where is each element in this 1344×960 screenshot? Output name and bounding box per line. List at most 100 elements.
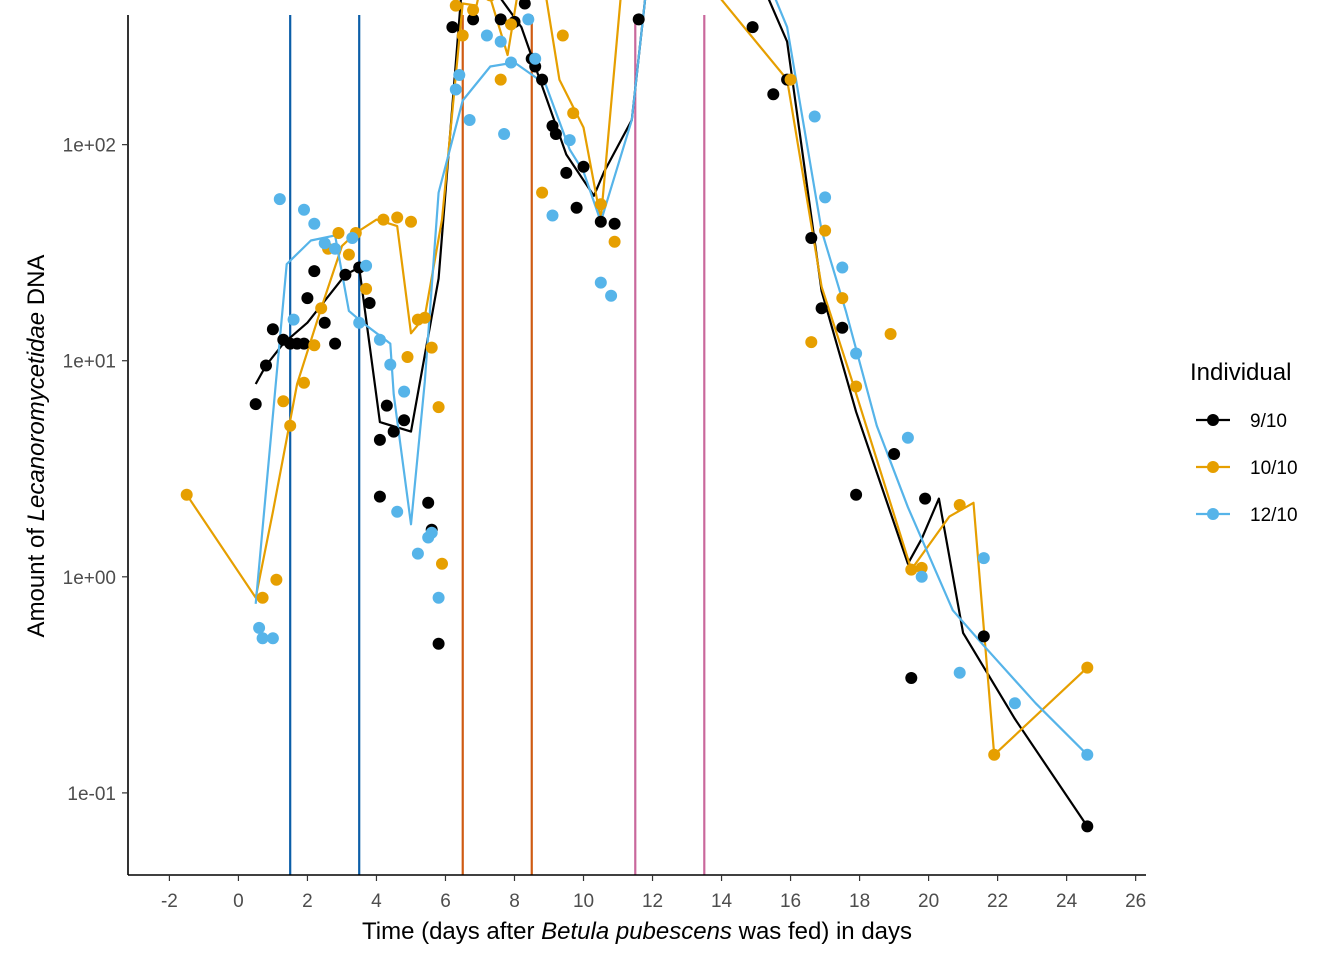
series-line-1 [185,0,1089,756]
data-point [308,217,321,230]
x-tick-label: 12 [642,891,663,912]
data-point [308,265,321,278]
data-point [808,110,821,123]
data-point [449,83,462,96]
data-point [905,672,918,684]
data-point [605,289,618,302]
data-point [505,18,517,31]
data-point [315,302,328,315]
data-point [266,323,279,336]
data-point [318,237,331,250]
treatment-lines [289,15,706,875]
x-axis-title: Time (days after Betula pubescens was fe… [362,918,912,945]
data-point [418,311,431,324]
data-point [988,748,1001,761]
data-point [505,56,517,69]
x-axis-title-italic: Betula pubescens [541,918,732,945]
data-point [577,160,590,173]
y-tick-label: 1e-01 [67,784,116,805]
data-point [905,563,918,576]
data-point [256,591,269,604]
data-point [287,313,300,326]
data-point [332,227,345,239]
series-line-0 [254,0,1089,828]
data-point [329,242,342,255]
legend-label: 10/10 [1250,458,1298,479]
data-point [422,496,435,509]
plot-panel: -2 0 2 4 6 8 10 12 14 16 18 20 22 24 26 1e-011e+001e+0… [63,0,1146,912]
x-tick-label: 22 [987,891,1008,912]
data-point [977,552,990,565]
data-point [836,292,849,305]
data-point [536,73,549,86]
data-point [387,425,400,438]
data-point [436,557,448,570]
data-point [836,321,849,334]
x-axis-title-suffix: was fed) in days [732,918,912,945]
data-point [608,217,621,230]
x-tick-label: 24 [1056,891,1078,912]
y-axis-title-italic: Lecanoromycetidae [23,312,50,521]
data-point [405,215,417,228]
data-point [318,316,331,329]
data-point [1081,661,1094,674]
data-point [298,337,310,350]
data-point [432,401,445,414]
data-point [486,0,495,2]
data-point [1008,697,1021,710]
data-point [339,268,352,281]
legend-key-point [1207,508,1219,520]
data-point [549,128,562,140]
data-point [373,433,386,446]
data-point [411,547,424,560]
y-tick-label: 1e+01 [63,352,116,373]
data-point [353,316,366,329]
data-point [953,666,966,679]
data-point [815,302,828,315]
series-line-2 [254,0,1089,756]
data-point [360,259,373,272]
data-point [805,336,818,349]
data-point [594,198,607,211]
series-lines [185,0,1089,828]
data-point [480,29,493,42]
data-point [398,385,411,398]
y-axis-title-prefix: Amount of [23,521,50,637]
legend-key-point [1207,461,1219,473]
data-point [594,215,607,228]
data-point [432,637,445,650]
data-point [560,166,573,179]
data-point [363,297,376,309]
data-point [1081,820,1094,833]
data-point [850,380,863,393]
data-point [915,561,928,574]
data-point [253,621,266,634]
data-point [467,13,480,26]
data-point [570,201,583,214]
x-tick-label: 18 [849,891,870,912]
x-tick-label: 0 [233,891,244,912]
data-point [850,488,863,501]
data-point [494,73,507,86]
data-point [453,69,466,81]
x-tick-label: 6 [440,891,451,912]
data-point [522,13,535,26]
data-point [380,399,393,412]
y-axis-title-suffix: DNA [23,255,50,312]
data-point [373,490,386,503]
x-tick-label: 10 [573,891,594,912]
x-tick-label: 26 [1125,891,1146,912]
data-point [915,570,928,583]
data-point [463,114,476,126]
data-point [308,339,321,352]
data-point [977,630,990,643]
data-point [608,235,621,248]
data-point [518,0,531,10]
data-point [632,13,645,26]
data-point [180,488,193,501]
data-point [260,359,272,372]
data-point [494,13,507,26]
data-point [919,492,932,505]
data-point [884,328,897,340]
data-point [432,591,445,604]
